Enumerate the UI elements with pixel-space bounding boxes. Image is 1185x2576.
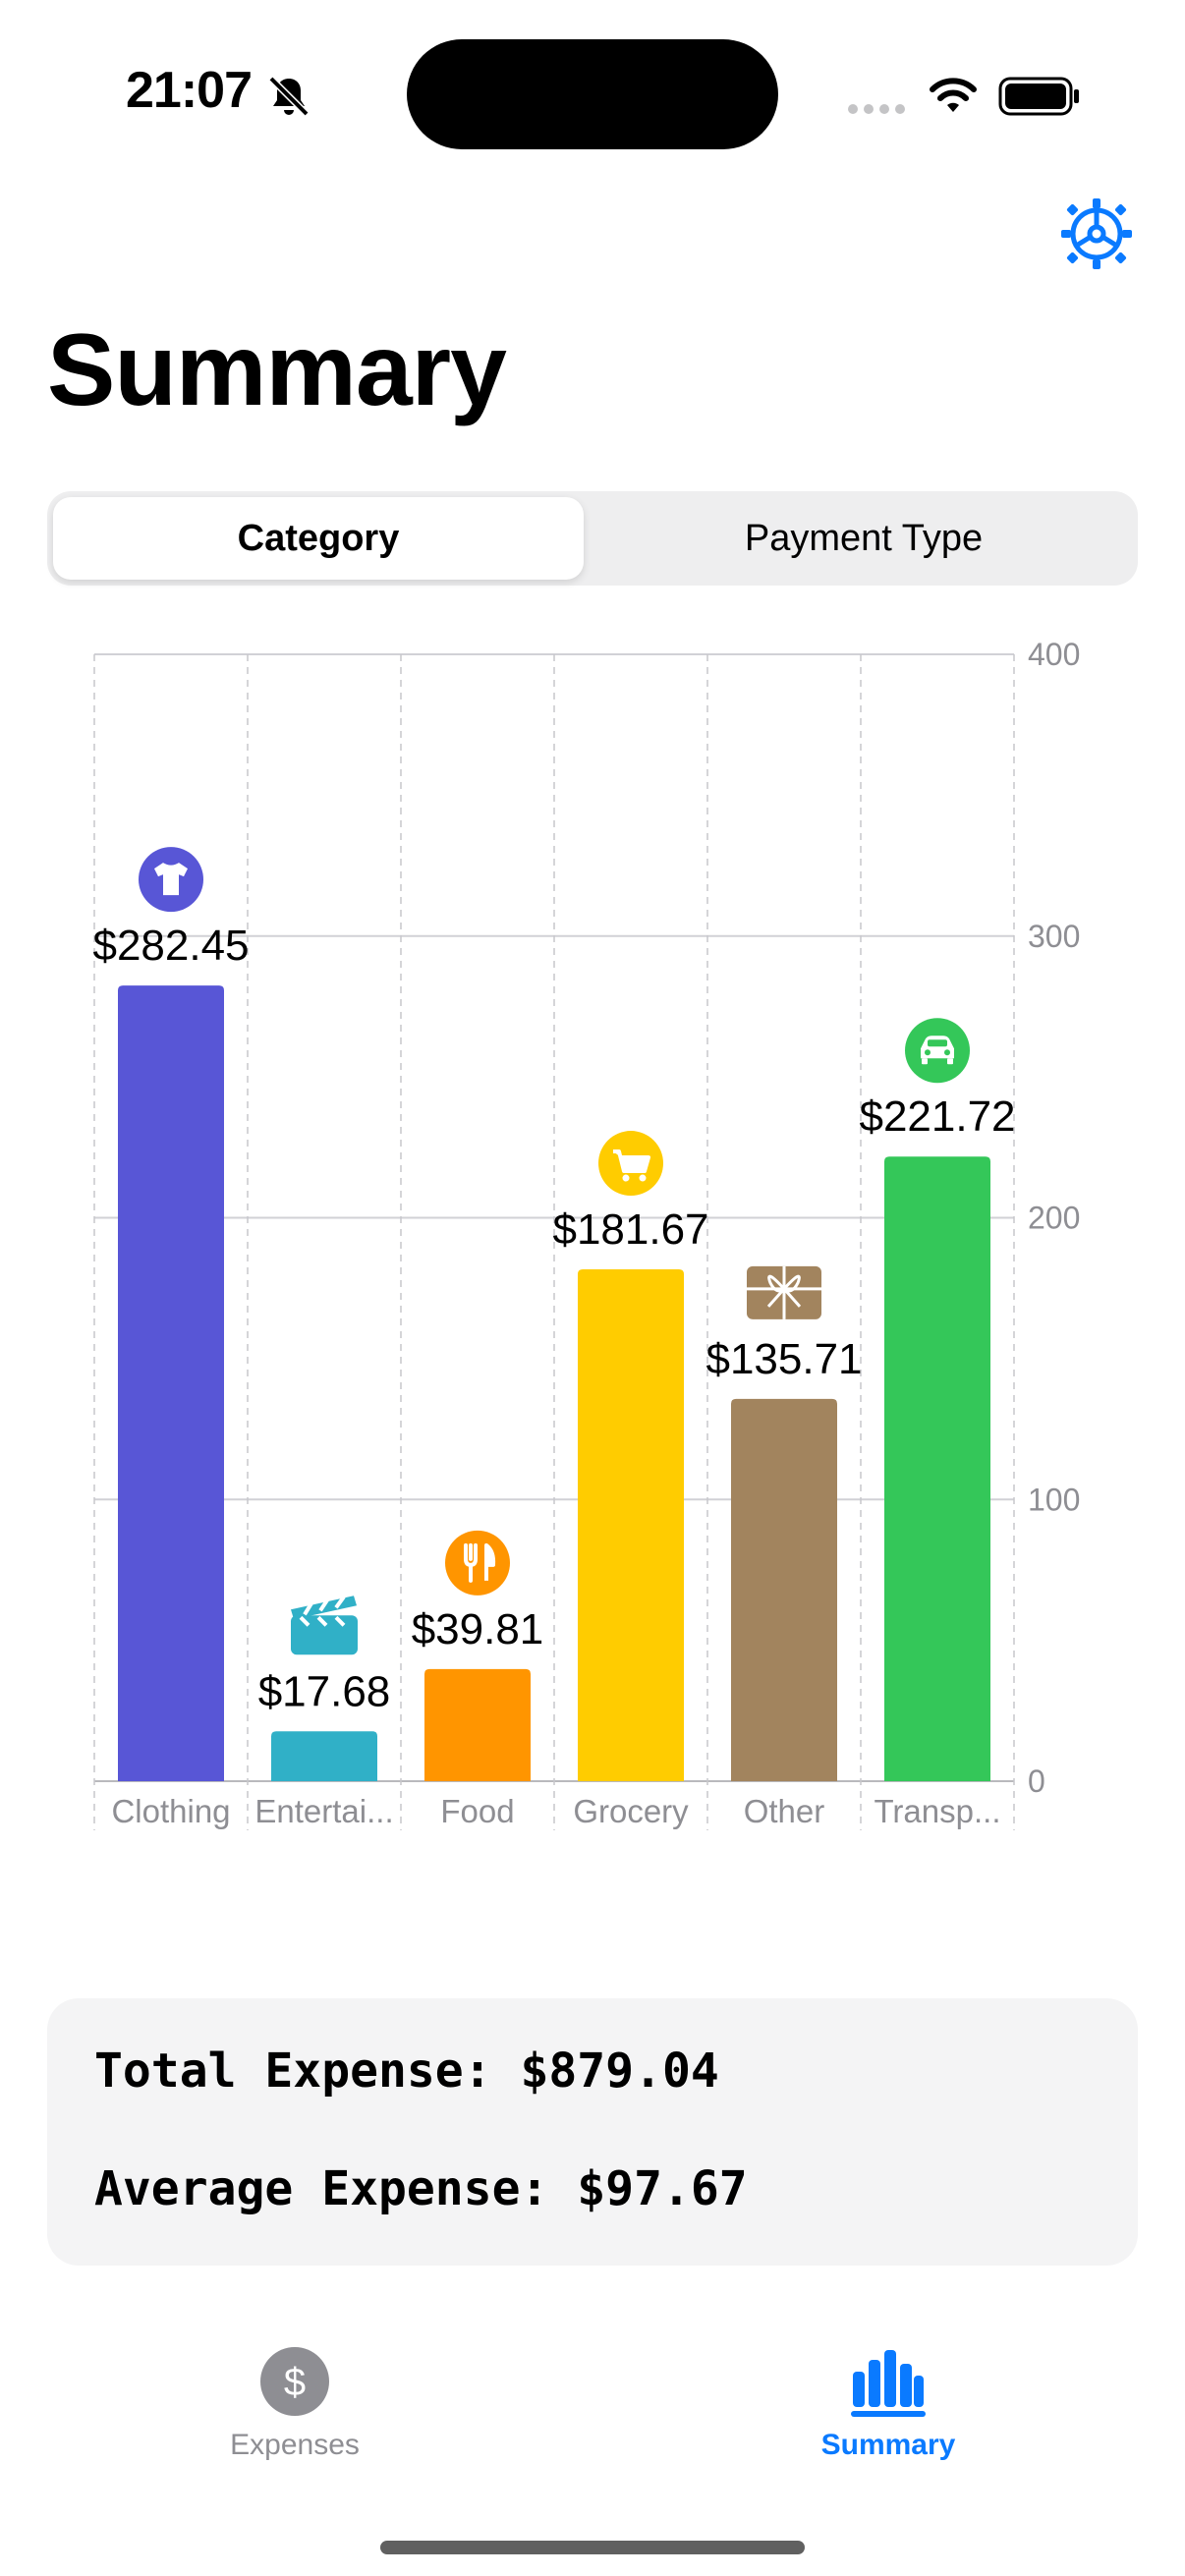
- tab-summary[interactable]: Summary: [741, 2346, 1036, 2462]
- dynamic-island: [407, 39, 778, 149]
- gift-icon: [747, 1265, 821, 1319]
- average-expense-text: Average Expense: $97.67: [94, 2161, 748, 2216]
- x-category-label: Transp...: [875, 1793, 1001, 1829]
- tab-expenses[interactable]: $ Expenses: [147, 2346, 442, 2462]
- bar-transp: [884, 1156, 990, 1781]
- bar-value-label: $39.81: [412, 1605, 544, 1653]
- y-tick-label: 200: [1028, 1201, 1080, 1236]
- y-tick-label: 300: [1028, 919, 1080, 954]
- summary-card: Total Expense: $879.04 Average Expense: …: [47, 1998, 1138, 2266]
- bar-entertai: [271, 1731, 377, 1781]
- battery-icon: [998, 77, 1079, 116]
- signal-icon: [848, 104, 905, 114]
- settings-gear-icon[interactable]: [1059, 196, 1134, 271]
- fork-knife-icon: [445, 1530, 510, 1596]
- bar-other: [731, 1398, 837, 1781]
- svg-text:$: $: [284, 2361, 306, 2404]
- x-category-label: Other: [744, 1793, 825, 1829]
- page-title: Summary: [47, 313, 507, 427]
- y-tick-label: 0: [1028, 1764, 1045, 1799]
- tshirt-icon: [139, 847, 203, 913]
- home-indicator: [380, 2541, 805, 2554]
- bell-slash-icon: [268, 76, 310, 117]
- chart-bar-icon: [851, 2350, 926, 2417]
- bar-value-label: $181.67: [552, 1205, 708, 1254]
- y-tick-label: 400: [1028, 637, 1080, 672]
- segment-category[interactable]: Category: [53, 497, 584, 580]
- x-category-label: Grocery: [573, 1793, 689, 1829]
- segmented-control: Category Payment Type: [47, 491, 1138, 586]
- cart-icon: [598, 1131, 663, 1197]
- status-time: 21:07: [126, 62, 253, 119]
- bar-value-label: $221.72: [859, 1092, 1015, 1141]
- tab-expenses-label: Expenses: [230, 2429, 360, 2461]
- clapperboard-icon: [291, 1596, 358, 1655]
- wifi-icon: [930, 78, 977, 112]
- dollar-circle-icon: $: [260, 2347, 329, 2416]
- bar-food: [424, 1668, 531, 1781]
- segment-payment-type[interactable]: Payment Type: [744, 517, 984, 559]
- tab-summary-label: Summary: [820, 2429, 956, 2461]
- bar-clothing: [118, 985, 224, 1781]
- x-category-label: Food: [440, 1793, 514, 1829]
- category-bar-chart: 0 100 200 300 400 $282.45 Clothing $17.68 Entert…: [92, 637, 1080, 1830]
- bar-value-label: $135.71: [705, 1335, 862, 1383]
- car-icon: [905, 1018, 970, 1084]
- x-category-label: Clothing: [111, 1793, 230, 1829]
- x-category-label: Entertai...: [254, 1793, 393, 1829]
- bar-grocery: [578, 1269, 684, 1781]
- total-expense-text: Total Expense: $879.04: [94, 2044, 719, 2099]
- bar-value-label: $282.45: [92, 922, 249, 970]
- bar-value-label: $17.68: [258, 1667, 391, 1715]
- y-tick-label: 100: [1028, 1482, 1080, 1517]
